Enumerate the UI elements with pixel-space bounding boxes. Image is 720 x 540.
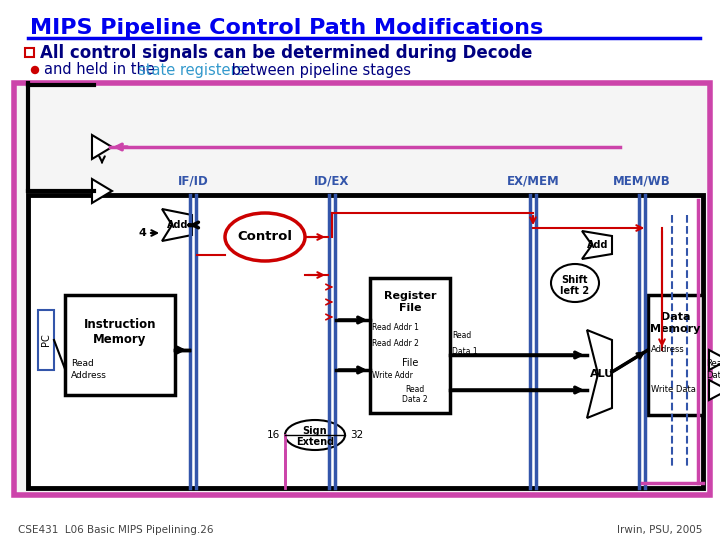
Text: Shift: Shift: [562, 275, 588, 285]
Polygon shape: [582, 231, 612, 259]
Text: Add: Add: [588, 240, 608, 250]
Text: Data: Data: [706, 370, 720, 380]
Text: Data: Data: [661, 312, 690, 322]
Text: Memory: Memory: [650, 324, 701, 334]
Text: and held in the: and held in the: [44, 63, 160, 78]
Text: File: File: [399, 303, 421, 313]
Bar: [65, 295, 175, 395]
Ellipse shape: [285, 420, 345, 450]
Text: Data 2: Data 2: [402, 395, 428, 404]
Text: Irwin, PSU, 2005: Irwin, PSU, 2005: [616, 525, 702, 535]
Text: left 2: left 2: [560, 286, 590, 296]
Text: CSE431  L06 Basic MIPS Pipelining.26: CSE431 L06 Basic MIPS Pipelining.26: [18, 525, 214, 535]
Text: Read: Read: [71, 359, 94, 368]
Text: 32: 32: [351, 430, 364, 440]
Bar: [25, 48, 34, 57]
Text: Write Data: Write Data: [651, 386, 696, 395]
Text: MEM/WB: MEM/WB: [613, 174, 671, 187]
Text: state registers: state registers: [138, 63, 245, 78]
Polygon shape: [709, 350, 720, 370]
Circle shape: [32, 66, 38, 73]
Polygon shape: [587, 330, 612, 418]
Text: ALU: ALU: [590, 369, 614, 379]
Text: File: File: [402, 358, 418, 368]
Text: Read: Read: [405, 386, 425, 395]
Text: Extend: Extend: [296, 437, 334, 447]
Text: Memory: Memory: [94, 333, 147, 346]
Text: EX/MEM: EX/MEM: [507, 174, 559, 187]
Text: Address: Address: [71, 370, 107, 380]
Bar: [28, 195, 703, 488]
Text: between pipeline stages: between pipeline stages: [227, 63, 411, 78]
Text: Read: Read: [452, 332, 472, 341]
Text: Add: Add: [167, 220, 189, 230]
Text: Read: Read: [706, 359, 720, 368]
Text: IF/ID: IF/ID: [178, 174, 208, 187]
Text: Instruction: Instruction: [84, 319, 156, 332]
Ellipse shape: [225, 213, 305, 261]
Text: Address: Address: [651, 346, 685, 354]
Text: Sign: Sign: [302, 426, 328, 436]
Text: Register: Register: [384, 291, 436, 301]
Polygon shape: [92, 179, 112, 203]
Polygon shape: [162, 209, 192, 241]
Text: PC: PC: [41, 334, 51, 346]
Bar: [648, 295, 703, 415]
Bar: [14, 83, 710, 495]
Text: 16: 16: [266, 430, 279, 440]
Polygon shape: [709, 380, 720, 400]
Text: Read Addr 2: Read Addr 2: [372, 339, 419, 348]
Text: MIPS Pipeline Control Path Modifications: MIPS Pipeline Control Path Modifications: [30, 18, 544, 38]
Text: Write Addr: Write Addr: [372, 372, 413, 381]
Ellipse shape: [551, 264, 599, 302]
Bar: [38, 310, 54, 370]
Text: Read Addr 1: Read Addr 1: [372, 323, 419, 333]
Text: Data 1: Data 1: [452, 347, 477, 355]
Bar: [370, 278, 450, 413]
Polygon shape: [92, 135, 112, 159]
Text: ID/EX: ID/EX: [315, 174, 350, 187]
Text: 4: 4: [138, 228, 146, 238]
Text: All control signals can be determined during Decode: All control signals can be determined du…: [40, 44, 532, 62]
Text: Control: Control: [238, 231, 292, 244]
